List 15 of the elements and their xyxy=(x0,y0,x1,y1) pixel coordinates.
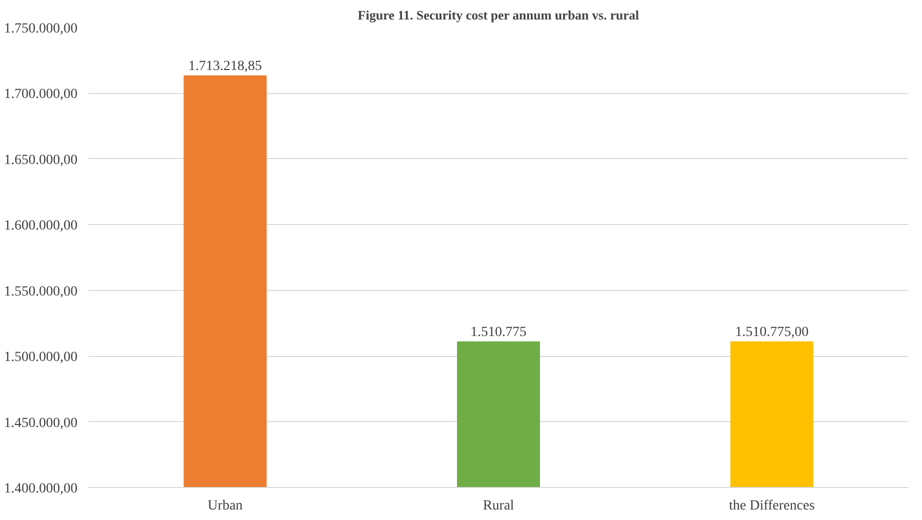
x-tick-label: the Differences xyxy=(729,498,815,514)
x-tick-label: Rural xyxy=(482,498,514,514)
y-tick-label: 1.650.000,00 xyxy=(4,152,78,168)
chart-title: Figure 11. Security cost per annum urban vs. rural xyxy=(358,8,640,22)
y-tick-label: 1.750.000,00 xyxy=(4,22,78,36)
y-tick-label: 1.550.000,00 xyxy=(4,284,78,300)
y-tick-label: 1.450.000,00 xyxy=(4,416,78,431)
data-label: 1.713.218,85 xyxy=(188,58,262,74)
data-label: 1.510.775 xyxy=(470,324,526,340)
y-tick-label: 1.600.000,00 xyxy=(4,218,78,234)
y-tick-label: 1.400.000,00 xyxy=(4,482,78,496)
data-label: 1.510.775,00 xyxy=(735,324,809,340)
x-tick-label: Urban xyxy=(208,498,243,514)
y-tick-label: 1.700.000,00 xyxy=(4,87,78,102)
y-tick-label: 1.500.000,00 xyxy=(4,350,78,366)
